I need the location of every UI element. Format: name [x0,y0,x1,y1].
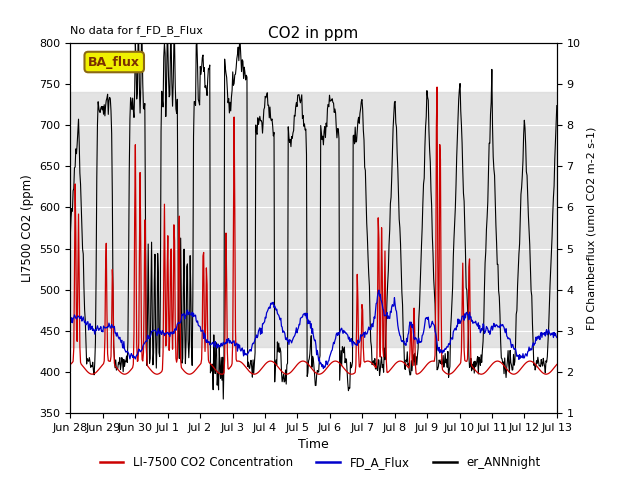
Y-axis label: FD Chamberflux (umol CO2 m-2 s-1): FD Chamberflux (umol CO2 m-2 s-1) [586,126,596,330]
X-axis label: Time: Time [298,438,329,451]
Legend: LI-7500 CO2 Concentration, FD_A_Flux, er_ANNnight: LI-7500 CO2 Concentration, FD_A_Flux, er… [95,452,545,474]
Bar [70,93,557,347]
Text: No data for f_FD_B_Flux: No data for f_FD_B_Flux [70,25,204,36]
Text: BA_flux: BA_flux [88,56,140,69]
Y-axis label: LI7500 CO2 (ppm): LI7500 CO2 (ppm) [21,174,34,282]
Title: CO2 in ppm: CO2 in ppm [268,25,359,41]
